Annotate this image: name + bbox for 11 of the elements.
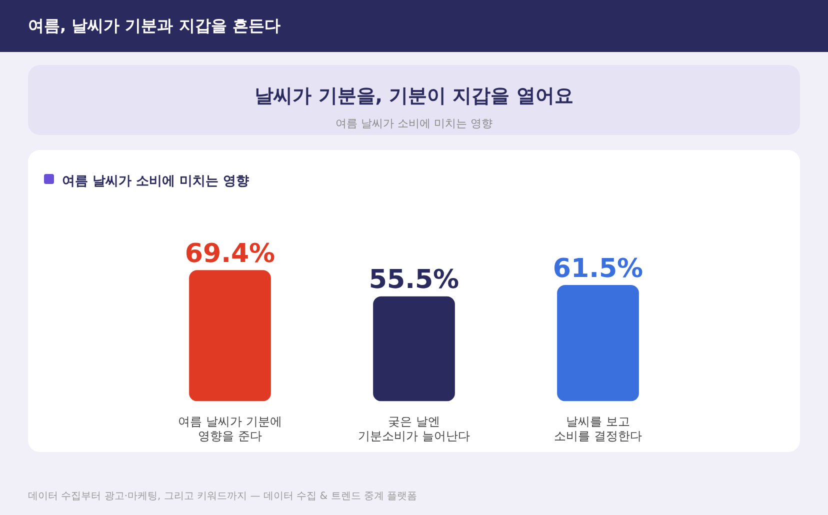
x-tick-label: 날씨를 보고 소비를 결정한다: [554, 414, 642, 443]
x-tick-label: 여름 날씨가 기분에 영향을 준다: [178, 414, 282, 443]
data-label: 55.5%: [368, 265, 460, 296]
text: 여름 날씨가 소비에 미치는 영향: [62, 173, 250, 190]
chart-title: 여름, 날씨가 기분과 지갑을 흔든다: [0, 0, 828, 52]
data-label: 69.4%: [184, 238, 276, 269]
text: 여름 날씨가 소비에 미치는 영향: [334, 116, 494, 131]
chart-subtitle: 날씨가 기분을, 기분이 지갑을 열어요: [254, 84, 574, 109]
data-label: 61.5%: [552, 254, 644, 284]
x-tick-label: 궂은 날엔 기분소비가 늘어난다: [358, 414, 470, 443]
text: 데이터 수집부터 광고·마케팅, 그리고 키워드까지 — 데이터 수집 & 트렌드 중계 플랫폼: [28, 490, 418, 503]
